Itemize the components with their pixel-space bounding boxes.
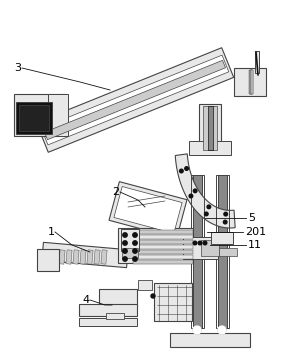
Polygon shape xyxy=(133,255,193,259)
Polygon shape xyxy=(234,68,266,96)
Polygon shape xyxy=(37,249,59,271)
Circle shape xyxy=(193,326,201,334)
Polygon shape xyxy=(99,289,137,307)
Polygon shape xyxy=(42,242,128,268)
Text: 201: 201 xyxy=(245,227,266,237)
Polygon shape xyxy=(48,94,68,136)
Polygon shape xyxy=(133,250,193,254)
Polygon shape xyxy=(192,175,201,328)
Polygon shape xyxy=(249,70,251,94)
Circle shape xyxy=(123,241,127,245)
Polygon shape xyxy=(117,227,192,262)
Polygon shape xyxy=(109,182,187,239)
Polygon shape xyxy=(36,48,234,152)
Text: 11: 11 xyxy=(248,240,262,250)
Circle shape xyxy=(207,205,211,209)
Polygon shape xyxy=(52,250,58,264)
Circle shape xyxy=(193,326,201,334)
Text: 4: 4 xyxy=(82,295,89,305)
Polygon shape xyxy=(79,318,137,326)
Circle shape xyxy=(180,169,183,173)
Polygon shape xyxy=(182,237,218,259)
Polygon shape xyxy=(251,70,253,94)
Circle shape xyxy=(123,257,127,261)
Polygon shape xyxy=(19,105,49,131)
Text: 2: 2 xyxy=(112,187,119,197)
Polygon shape xyxy=(133,235,193,239)
Polygon shape xyxy=(41,55,229,145)
Polygon shape xyxy=(121,229,139,251)
Polygon shape xyxy=(189,141,231,155)
Polygon shape xyxy=(133,245,193,249)
Polygon shape xyxy=(251,70,253,94)
Polygon shape xyxy=(101,250,107,264)
Circle shape xyxy=(133,249,137,253)
Text: 5: 5 xyxy=(248,213,255,223)
Polygon shape xyxy=(114,187,182,234)
Circle shape xyxy=(223,220,227,224)
Polygon shape xyxy=(106,313,124,319)
Circle shape xyxy=(185,167,188,170)
Polygon shape xyxy=(255,51,259,73)
Polygon shape xyxy=(79,304,137,316)
Polygon shape xyxy=(16,102,52,134)
Circle shape xyxy=(193,241,197,245)
Circle shape xyxy=(133,233,137,237)
Circle shape xyxy=(123,233,127,237)
Circle shape xyxy=(218,326,226,334)
Polygon shape xyxy=(94,250,100,264)
Polygon shape xyxy=(133,230,193,234)
Polygon shape xyxy=(154,283,192,321)
Polygon shape xyxy=(250,70,252,94)
Circle shape xyxy=(203,241,207,245)
Polygon shape xyxy=(218,175,227,328)
Polygon shape xyxy=(170,333,250,347)
Polygon shape xyxy=(199,104,221,152)
Polygon shape xyxy=(133,240,193,244)
Polygon shape xyxy=(87,250,93,264)
Circle shape xyxy=(133,241,137,245)
Polygon shape xyxy=(201,240,219,256)
Polygon shape xyxy=(249,70,251,94)
Circle shape xyxy=(204,212,208,216)
Circle shape xyxy=(198,241,202,245)
Polygon shape xyxy=(138,280,152,290)
Polygon shape xyxy=(133,260,193,264)
Polygon shape xyxy=(80,250,86,264)
Circle shape xyxy=(224,212,227,216)
Circle shape xyxy=(123,249,127,253)
Polygon shape xyxy=(211,232,233,244)
Text: 3: 3 xyxy=(14,63,21,73)
Polygon shape xyxy=(203,106,217,150)
Polygon shape xyxy=(66,250,72,264)
Circle shape xyxy=(218,326,226,334)
Polygon shape xyxy=(44,60,225,140)
Polygon shape xyxy=(14,94,66,136)
Text: 1: 1 xyxy=(48,227,55,237)
Polygon shape xyxy=(122,248,138,258)
Polygon shape xyxy=(219,248,237,256)
Polygon shape xyxy=(59,250,65,264)
Circle shape xyxy=(151,294,155,298)
Circle shape xyxy=(133,257,137,261)
Circle shape xyxy=(189,194,193,198)
Circle shape xyxy=(193,189,197,193)
Polygon shape xyxy=(73,250,79,264)
Polygon shape xyxy=(175,154,235,228)
Polygon shape xyxy=(208,106,213,150)
